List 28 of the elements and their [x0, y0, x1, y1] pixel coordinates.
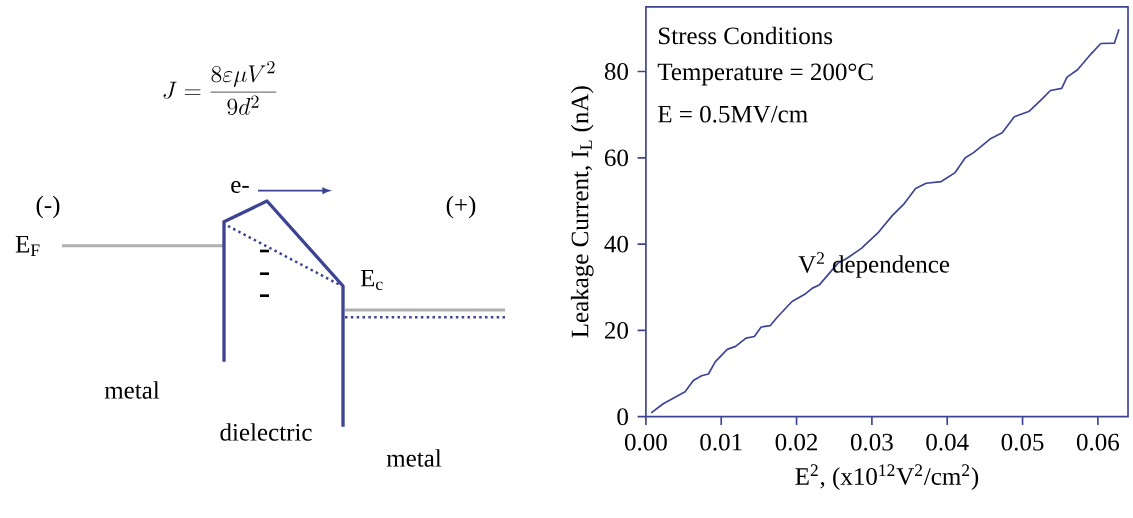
x-tick-label: 0.00	[624, 433, 667, 451]
x-tick-label: 0.03	[850, 433, 893, 451]
y-tick-label: 0	[617, 408, 628, 426]
text: (+)	[446, 195, 476, 219]
line-series	[650, 28, 1120, 414]
text: E$^{2}$, (x10$^{12}$V$^{2}$/cm$^{2}$)	[795, 464, 979, 490]
y-tick-label: 40	[604, 235, 628, 253]
text: metal	[386, 449, 442, 467]
y-tick-label: 20	[605, 321, 628, 339]
text: $J = \frac{8\varepsilon\mu V^{2}}{9d^{2}}$	[163, 61, 277, 116]
annotation: E = 0.5MV/cm	[658, 105, 808, 123]
annotation: V$^{2}$ dependence	[798, 252, 950, 278]
y-axis-title: Leakage Current, I$_{L}$ (nA)	[570, 86, 594, 338]
annotation: Stress Conditions	[659, 26, 833, 45]
text: E$_{F}$	[15, 236, 40, 256]
y-tick-label: 80	[604, 63, 628, 80]
x-tick-label: 0.02	[775, 433, 818, 451]
x-tick-label: 0.06	[1076, 433, 1120, 451]
y-tick-label: 60	[604, 149, 628, 167]
text: e-	[231, 181, 249, 193]
annotation: Temperature = 200°C	[657, 63, 873, 86]
x-tick-label: 0.01	[700, 433, 742, 451]
text: (-)	[36, 195, 60, 219]
text: E$_{c}$	[360, 269, 383, 291]
x-tick-label: 0.05	[1001, 433, 1044, 451]
x-tick-label: 0.04	[926, 433, 969, 451]
text: metal	[104, 381, 160, 399]
text: dielectric	[220, 423, 312, 441]
